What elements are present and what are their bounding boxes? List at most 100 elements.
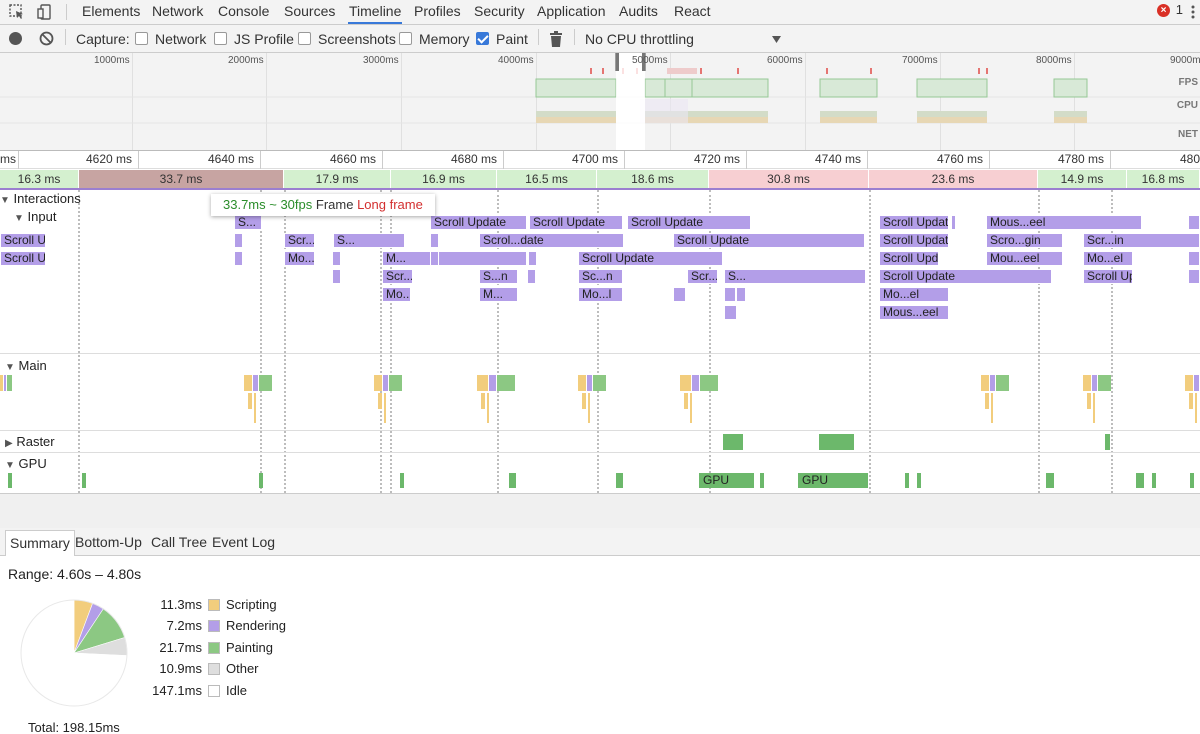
checkbox-label-js-profile[interactable]: JS Profile <box>234 31 294 47</box>
input-event-bar[interactable]: Scroll Update <box>578 251 723 266</box>
device-toolbar-icon[interactable] <box>36 3 54 21</box>
checkbox-js-profile[interactable] <box>214 32 227 45</box>
gpu-task-block[interactable]: GPU <box>699 473 754 488</box>
tab-audits[interactable]: Audits <box>619 3 658 19</box>
input-event-bar[interactable]: Mous...eel <box>879 305 949 320</box>
main-task-block[interactable] <box>477 375 488 391</box>
gpu-task-block[interactable] <box>1190 473 1194 488</box>
gpu-task-block[interactable] <box>917 473 921 488</box>
more-options-icon[interactable] <box>1190 3 1196 21</box>
details-tab-bottom-up[interactable]: Bottom-Up <box>75 534 142 550</box>
input-section-header[interactable]: ▼ Input <box>14 209 57 224</box>
main-task-block[interactable] <box>1195 393 1197 423</box>
input-event-bar[interactable]: Mo...l <box>578 287 623 302</box>
input-event-bar[interactable]: S... <box>234 215 262 230</box>
frame-bar[interactable]: 33.7 ms <box>79 170 284 188</box>
checkbox-label-memory[interactable]: Memory <box>419 31 470 47</box>
tab-react[interactable]: React <box>674 3 711 19</box>
input-event-bar[interactable] <box>528 251 537 266</box>
frame-bar[interactable]: 17.9 ms <box>284 170 391 188</box>
checkbox-label-screenshots[interactable]: Screenshots <box>318 31 396 47</box>
raster-task-block[interactable] <box>723 434 743 450</box>
inspect-element-icon[interactable] <box>8 3 26 21</box>
clear-icon[interactable] <box>39 31 54 46</box>
main-task-block[interactable] <box>259 375 272 391</box>
main-task-block[interactable] <box>587 375 592 391</box>
gpu-task-block[interactable] <box>82 473 86 488</box>
gpu-task-block[interactable] <box>8 473 12 488</box>
main-task-block[interactable] <box>990 375 995 391</box>
raster-task-block[interactable] <box>1105 434 1110 450</box>
frame-bar[interactable]: 16.8 ms <box>1127 170 1200 188</box>
details-tab-summary[interactable]: Summary <box>5 530 75 556</box>
main-task-block[interactable] <box>588 393 590 423</box>
checkbox-paint[interactable] <box>476 32 489 45</box>
main-task-block[interactable] <box>690 393 692 423</box>
main-task-block[interactable] <box>582 393 586 409</box>
main-task-block[interactable] <box>378 393 382 409</box>
input-event-bar[interactable]: Scr...in <box>284 233 315 248</box>
main-task-block[interactable] <box>389 375 402 391</box>
input-event-bar[interactable]: Mo...el <box>284 251 315 266</box>
tab-timeline[interactable]: Timeline <box>348 0 403 24</box>
main-task-block[interactable] <box>996 375 1009 391</box>
frame-bar[interactable]: 16.5 ms <box>497 170 597 188</box>
timeline-overview[interactable]: 1000ms 2000ms 3000ms 4000ms 5000ms 6000ms 7000… <box>0 53 1200 151</box>
input-event-bar[interactable]: Mous...eel <box>986 215 1142 230</box>
tab-sources[interactable]: Sources <box>284 3 336 19</box>
frame-bar[interactable]: 30.8 ms <box>709 170 869 188</box>
gpu-task-block[interactable] <box>1046 473 1054 488</box>
frame-bar[interactable]: 18.6 ms <box>597 170 709 188</box>
gpu-task-block[interactable]: GPU <box>798 473 868 488</box>
checkbox-screenshots[interactable] <box>298 32 311 45</box>
input-event-bar[interactable]: Scroll Update <box>0 251 46 266</box>
input-event-bar[interactable] <box>673 287 686 302</box>
input-event-bar[interactable]: Scrol...date <box>479 233 624 248</box>
main-task-block[interactable] <box>1083 375 1091 391</box>
frame-bar[interactable]: 14.9 ms <box>1038 170 1127 188</box>
frame-bar[interactable]: 16.3 ms <box>0 170 79 188</box>
main-task-block[interactable] <box>481 393 485 409</box>
input-event-bar[interactable]: S... <box>333 233 405 248</box>
gpu-task-block[interactable] <box>616 473 623 488</box>
input-event-bar[interactable]: Scroll Update <box>879 269 1052 284</box>
input-event-bar[interactable] <box>332 269 341 284</box>
gpu-section-header[interactable]: ▼ GPU <box>5 456 47 471</box>
gpu-task-block[interactable] <box>509 473 516 488</box>
main-task-block[interactable] <box>253 375 258 391</box>
error-count[interactable]: 1 <box>1175 2 1183 17</box>
main-task-block[interactable] <box>1189 393 1193 409</box>
main-section-header[interactable]: ▼ Main <box>5 358 47 373</box>
input-event-bar[interactable]: Mo...el <box>382 287 411 302</box>
main-task-block[interactable] <box>680 375 691 391</box>
input-event-bar[interactable] <box>234 233 243 248</box>
tab-elements[interactable]: Elements <box>82 3 141 19</box>
tab-profiles[interactable]: Profiles <box>414 3 461 19</box>
main-task-block[interactable] <box>1185 375 1193 391</box>
input-event-bar[interactable]: Scroll Update <box>879 233 949 248</box>
main-task-block[interactable] <box>1194 375 1199 391</box>
flame-chart[interactable]: ▼ Interactions ▼ Input S... Scroll Update… <box>0 190 1200 493</box>
input-event-bar[interactable]: Scroll Update <box>430 215 527 230</box>
input-event-bar[interactable]: Scroll Update <box>627 215 751 230</box>
input-event-bar[interactable] <box>951 215 956 230</box>
main-task-block[interactable] <box>374 375 382 391</box>
input-event-bar[interactable] <box>234 251 243 266</box>
input-event-bar[interactable] <box>1188 269 1200 284</box>
input-event-bar[interactable]: Scr...in <box>687 269 718 284</box>
main-task-block[interactable] <box>254 393 256 423</box>
main-task-block[interactable] <box>1098 375 1111 391</box>
raster-section-header[interactable]: ▶ Raster <box>5 434 55 449</box>
input-event-bar[interactable] <box>1188 215 1200 230</box>
panel-splitter[interactable] <box>0 493 1200 528</box>
checkbox-label-paint[interactable]: Paint <box>496 31 528 47</box>
main-task-block[interactable] <box>7 375 12 391</box>
input-event-bar[interactable]: Mo...el <box>1083 251 1133 266</box>
input-event-bar[interactable]: Sc...n <box>578 269 623 284</box>
input-event-bar[interactable]: Scro...gin <box>986 233 1063 248</box>
main-task-block[interactable] <box>0 375 3 391</box>
input-event-bar[interactable]: M... <box>479 287 518 302</box>
input-event-bar[interactable]: Scroll Update <box>1083 269 1133 284</box>
gpu-task-block[interactable] <box>259 473 263 488</box>
main-task-block[interactable] <box>1087 393 1091 409</box>
